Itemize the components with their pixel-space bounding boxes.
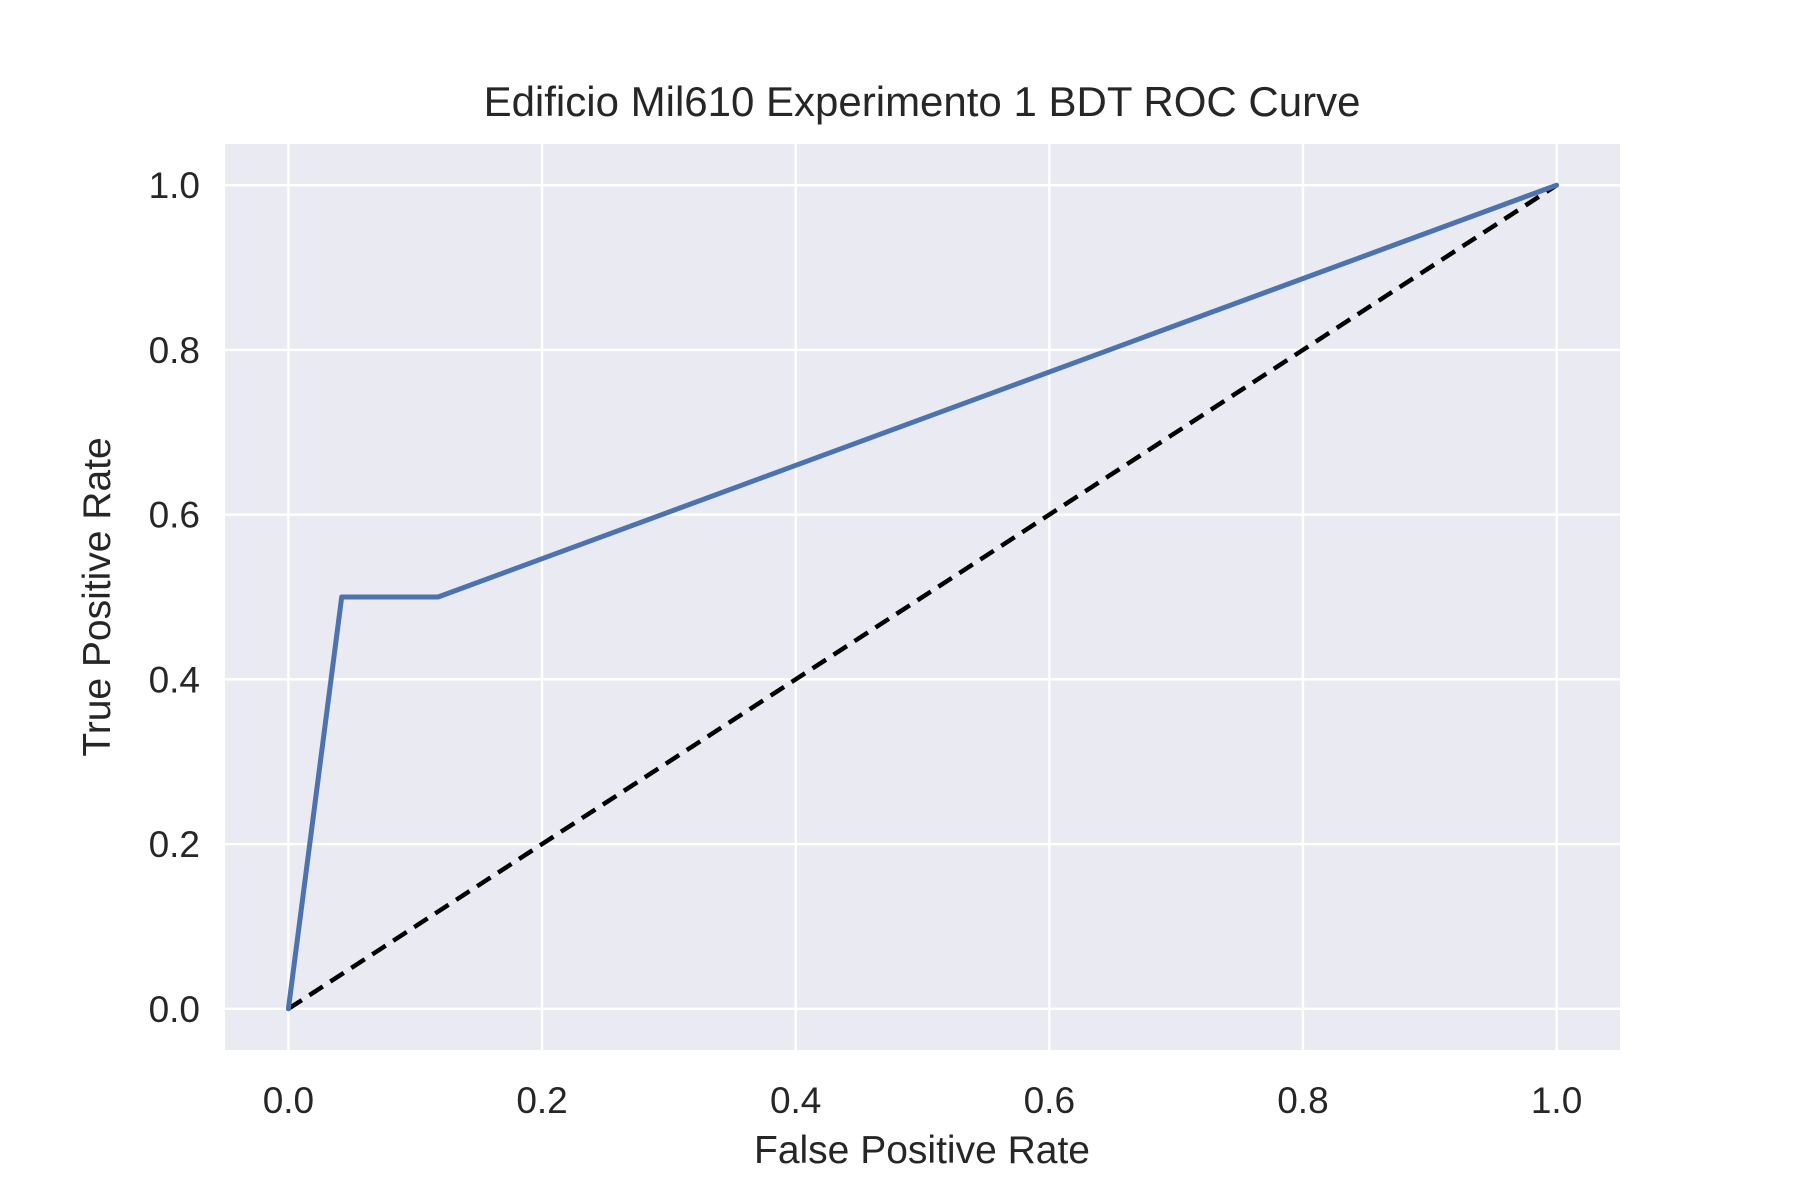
y-tick-label-5: 1.0 (149, 165, 200, 206)
y-tick-label-1: 0.2 (149, 824, 200, 865)
y-tick-label-2: 0.4 (149, 659, 200, 700)
y-tick-label-4: 0.8 (149, 330, 200, 371)
y-axis-label: True Positive Rate (76, 437, 119, 756)
y-gridlines (225, 183, 1620, 1011)
chart-title: Edificio Mil610 Experimento 1 BDT ROC Cu… (484, 78, 1361, 125)
y-tick-labels: 0.0 0.2 0.4 0.6 0.8 1.0 (149, 165, 200, 1030)
series-layer (285, 182, 1560, 1012)
x-tick-label-5: 1.0 (1531, 1080, 1582, 1121)
x-tick-label-3: 0.6 (1024, 1080, 1075, 1121)
x-tick-label-1: 0.2 (516, 1080, 567, 1121)
y-tick-label-0: 0.0 (149, 989, 200, 1030)
x-tick-label-4: 0.8 (1277, 1080, 1328, 1121)
x-gridlines (287, 144, 1558, 1050)
roc-curve-line (285, 182, 1560, 1012)
x-tick-labels: 0.0 0.2 0.4 0.6 0.8 1.0 (263, 1080, 1583, 1121)
x-tick-label-0: 0.0 (263, 1080, 314, 1121)
x-tick-label-2: 0.4 (770, 1080, 821, 1121)
x-axis-label: False Positive Rate (754, 1129, 1090, 1172)
y-tick-label-3: 0.6 (149, 495, 200, 536)
chance-diagonal-line (287, 183, 1558, 1011)
